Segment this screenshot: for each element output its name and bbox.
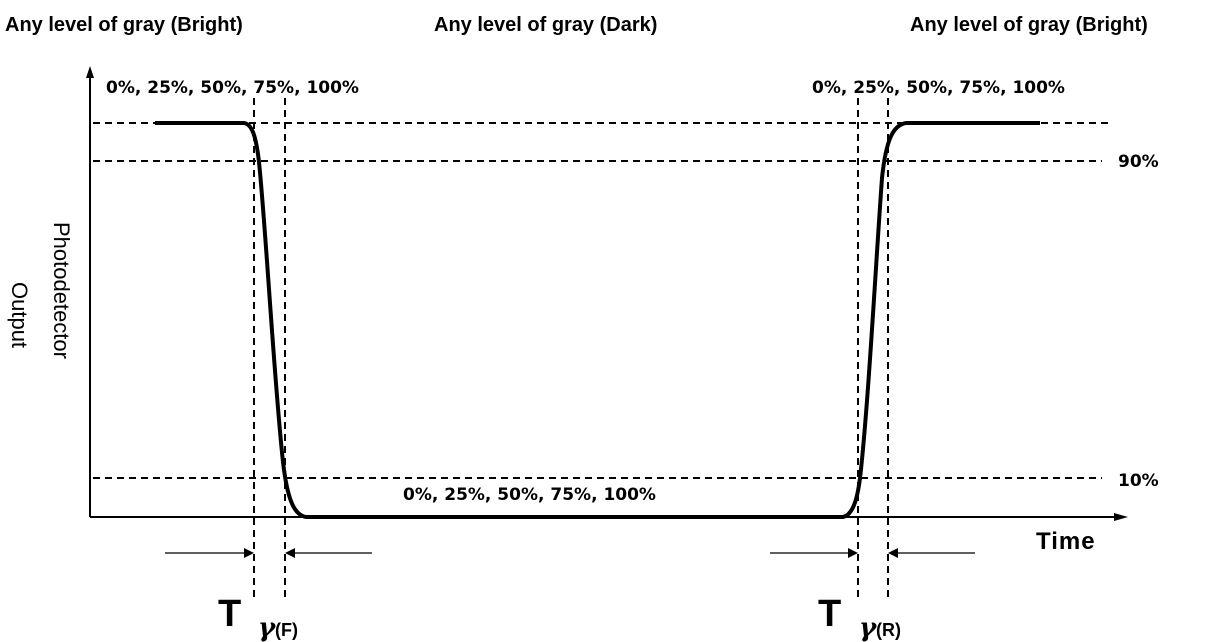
y-axis-label-line1: Photodetector [49,222,74,359]
threshold-90-label: 90% [1118,152,1159,172]
x-axis-arrowhead [1114,513,1128,521]
photodetector-response-curve [155,121,1040,519]
levels-bottom-center: 0%, 25%, 50%, 75%, 100% [403,485,656,505]
rise-time-T: T [818,593,841,635]
x-axis-label-time: Time [1036,528,1096,555]
y-axis-label-line2: Output [7,282,32,348]
rise-time-R: (R) [876,620,901,640]
rise-time-gamma: γ [859,613,878,642]
levels-top-right: 0%, 25%, 50%, 75%, 100% [812,78,1065,98]
rise-right-arrowhead [888,548,898,558]
threshold-10-label: 10% [1118,471,1159,491]
fall-right-arrowhead [285,548,295,558]
y-axis-arrowhead [86,66,94,78]
header-center-dark: Any level of gray (Dark) [434,14,657,36]
levels-top-left: 0%, 25%, 50%, 75%, 100% [106,78,359,98]
fall-time-F: (F) [275,620,298,640]
header-left-bright: Any level of gray (Bright) [5,14,243,36]
header-right-bright: Any level of gray (Bright) [910,14,1148,36]
fall-time-gamma: γ [258,613,277,642]
fall-left-arrowhead [244,548,254,558]
fall-time-T: T [218,593,241,635]
rise-left-arrowhead [848,548,858,558]
